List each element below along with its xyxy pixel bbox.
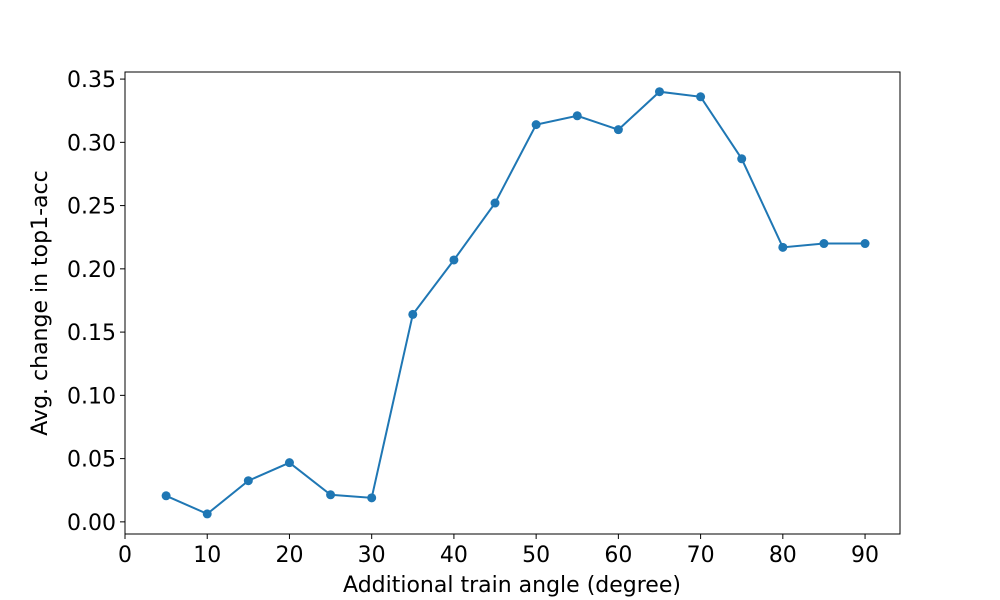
marker (531, 120, 541, 130)
y-tick-label: 0.25 (67, 195, 116, 220)
y-tick-label: 0.10 (67, 384, 116, 409)
y-tick-label: 0.30 (67, 131, 116, 156)
line (165, 90, 866, 516)
x-tick-label: 60 (604, 543, 632, 568)
marker (737, 154, 747, 164)
x-tick-label: 90 (851, 543, 879, 568)
marker (572, 111, 582, 121)
marker (654, 87, 664, 97)
y-tick-label: 0.15 (67, 321, 116, 346)
y-tick-label: 0.00 (67, 511, 116, 536)
marker (778, 242, 788, 252)
marker (696, 92, 706, 102)
marker (284, 458, 294, 468)
x-tick-label: 80 (769, 543, 797, 568)
marker (326, 490, 336, 500)
y-tick-label: 0.35 (67, 68, 116, 93)
x-tick-label: 40 (440, 543, 468, 568)
marker (161, 491, 171, 501)
x-tick-label: 50 (522, 543, 550, 568)
x-tick-label: 70 (687, 543, 715, 568)
marker (490, 198, 500, 208)
marker (860, 239, 870, 249)
x-tick-label: 10 (193, 543, 221, 568)
plot-frame (124, 71, 901, 535)
marker (202, 509, 212, 519)
x-axis-label: Additional train angle (degree) (343, 573, 681, 598)
marker (408, 309, 418, 319)
y-axis-label: Avg. change in top1-acc (28, 170, 53, 435)
marker (819, 239, 829, 249)
x-tick-label: 0 (118, 543, 132, 568)
marker (613, 125, 623, 135)
y-tick-label: 0.05 (67, 448, 116, 473)
x-tick-label: 20 (275, 543, 303, 568)
marker (243, 476, 253, 486)
marker (367, 493, 377, 503)
marker (449, 255, 459, 265)
y-tick-label: 0.20 (67, 258, 116, 283)
x-tick-label: 30 (358, 543, 386, 568)
